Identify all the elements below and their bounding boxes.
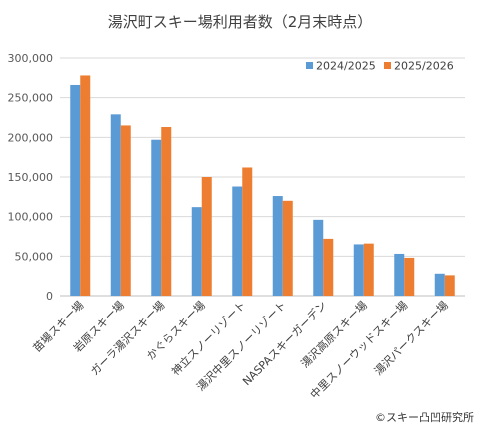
bar-2025-2026: [120, 125, 131, 296]
y-tick-label: 200,000: [8, 131, 54, 144]
bar-2024-2025: [110, 114, 121, 297]
y-tick-label: 300,000: [8, 52, 54, 65]
bar-2024-2025: [70, 84, 81, 297]
bar-2024-2025: [232, 186, 243, 296]
bar-2025-2026: [242, 167, 253, 296]
y-tick-label: 150,000: [8, 171, 54, 184]
bar-2025-2026: [363, 243, 374, 296]
x-tick-label: 湯沢パークスキー場: [371, 298, 451, 378]
x-axis-ticks: 苗場スキー場岩原スキー場ガーラ湯沢スキー場かぐらスキー場神立スノーリゾート湯沢中…: [31, 298, 451, 401]
bar-2025-2026: [404, 257, 415, 296]
y-tick-label: 0: [46, 290, 53, 303]
bar-2025-2026: [201, 177, 212, 296]
bar-2025-2026: [323, 238, 334, 296]
bar-2024-2025: [394, 253, 405, 296]
bars: [70, 75, 455, 297]
x-tick-label: ガーラ湯沢スキー場: [87, 298, 167, 378]
y-axis-ticks: 0 50,000 100,000 150,000 200,000 250,000 300,0…: [8, 52, 54, 303]
legend: 2024/2025 2025/2026: [306, 60, 454, 73]
bar-2024-2025: [151, 139, 162, 296]
bar-2024-2025: [353, 244, 364, 296]
bar-2024-2025: [272, 196, 283, 296]
x-tick-label: 湯沢高原スキー場: [298, 298, 370, 370]
legend-swatch: [384, 62, 391, 69]
bar-2025-2026: [282, 200, 293, 296]
legend-label: 2024/2025: [316, 60, 376, 73]
credit-text: ©スキー凸凹研究所: [375, 411, 474, 424]
legend-swatch: [306, 62, 313, 69]
bar-2025-2026: [80, 75, 91, 296]
y-tick-label: 50,000: [15, 250, 54, 263]
bar-2024-2025: [191, 207, 202, 296]
bar-2024-2025: [313, 219, 324, 296]
bar-2025-2026: [444, 275, 455, 296]
x-tick-label: 神立スノーリゾート: [168, 298, 248, 378]
chart-title: 湯沢町スキー場利用者数（2月末時点）: [108, 13, 373, 31]
y-tick-label: 100,000: [8, 211, 54, 224]
y-tick-label: 250,000: [8, 92, 54, 105]
bar-2025-2026: [161, 127, 172, 297]
legend-label: 2025/2026: [394, 60, 454, 73]
bar-2024-2025: [434, 273, 445, 296]
